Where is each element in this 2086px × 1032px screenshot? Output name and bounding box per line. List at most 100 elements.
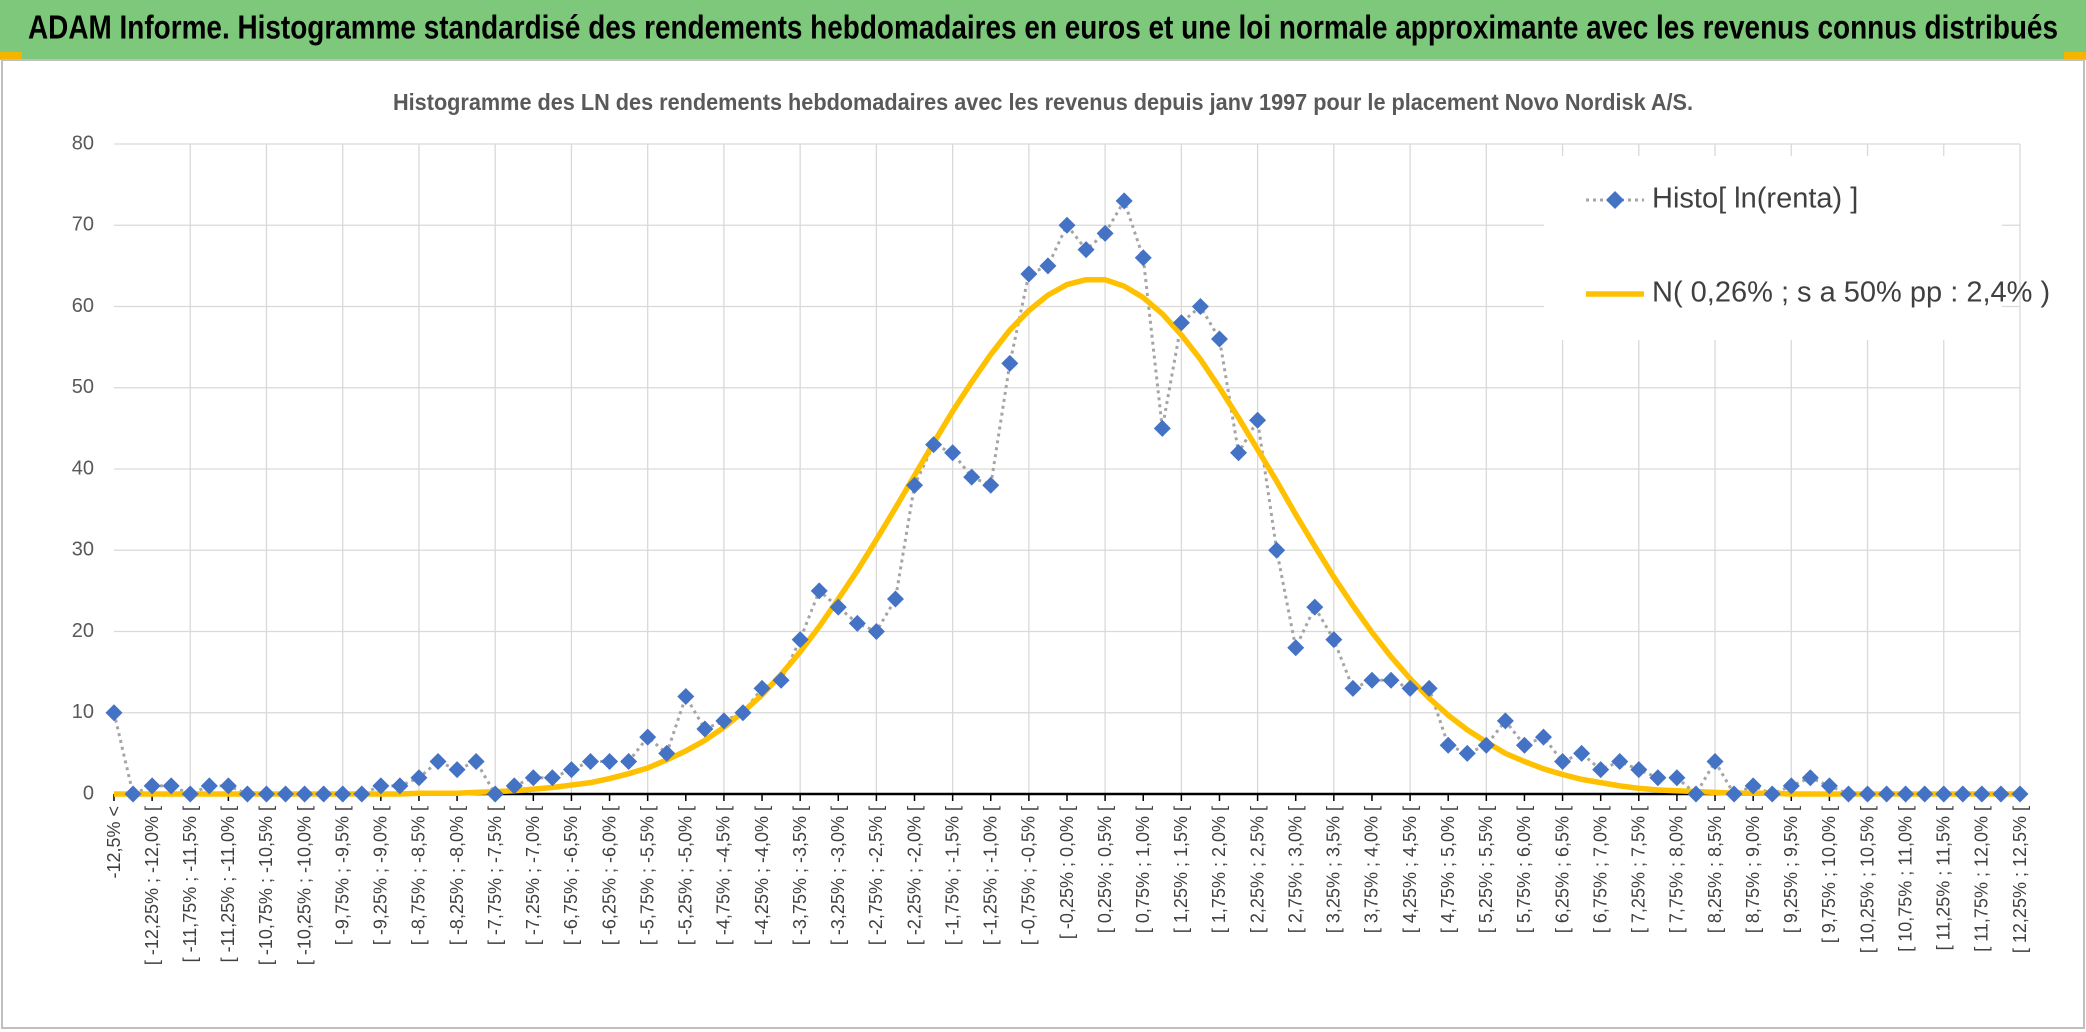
x-tick-label: [ 10,25% ; 10,5% [ <box>1857 806 1877 953</box>
data-point <box>1477 736 1495 754</box>
data-point <box>1535 728 1552 746</box>
x-tick-label: [ 8,25% ; 8,5% [ <box>1705 806 1725 933</box>
x-tick-label: -12,5% < <box>104 806 124 879</box>
data-point <box>448 761 466 779</box>
data-point <box>620 753 638 770</box>
data-point <box>1382 671 1400 689</box>
data-point <box>486 785 504 803</box>
x-tick-label: [ -11,75% ; -11,5% [ <box>180 806 200 962</box>
data-point <box>1325 631 1343 649</box>
x-tick-label: [ 10,75% ; 11,0% [ <box>1895 806 1915 952</box>
x-tick-label: [ 7,75% ; 8,0% [ <box>1667 806 1687 933</box>
data-point <box>734 704 752 722</box>
data-point <box>410 769 428 787</box>
x-tick-label: [ -7,75% ; -7,5% [ <box>485 806 505 945</box>
x-tick-label: [ 8,75% ; 9,0% [ <box>1743 806 1763 933</box>
legend-box <box>1544 156 2002 340</box>
x-tick-label: [ -10,25% ; -10,0% [ <box>294 806 314 965</box>
data-point <box>1992 785 2010 803</box>
x-tick-label: [ -2,75% ; -2,5% [ <box>866 806 886 945</box>
x-tick-label: [ -11,25% ; -11,0% [ <box>218 806 238 962</box>
data-point <box>1458 744 1476 762</box>
data-point <box>429 753 447 770</box>
data-point <box>1782 777 1800 795</box>
x-tick-label: [ -3,25% ; -3,0% [ <box>828 806 848 945</box>
y-tick-label: 70 <box>72 214 94 236</box>
x-tick-label: [ -9,25% ; -9,0% [ <box>371 806 391 945</box>
data-point <box>1744 777 1762 795</box>
data-point <box>1611 753 1629 770</box>
x-tick-label: [ 12,25% ; 12,5% [ <box>2010 806 2030 953</box>
data-point <box>1649 769 1667 787</box>
x-tick-label: [ 0,25% ; 0,5% [ <box>1095 806 1115 933</box>
corner-mark <box>2064 52 2086 60</box>
legend-label: Histo[ ln(renta) ] <box>1652 183 1858 215</box>
data-point <box>867 623 885 640</box>
data-point <box>1973 785 1991 803</box>
data-point <box>1287 639 1305 657</box>
data-point <box>1801 769 1819 787</box>
data-point <box>1763 785 1781 803</box>
x-tick-label: [ 11,75% ; 12,0% [ <box>1972 806 1992 952</box>
x-tick-label: [ -6,75% ; -6,5% [ <box>561 806 581 945</box>
data-point <box>1115 192 1133 210</box>
x-tick-label: [ 2,25% ; 2,5% [ <box>1247 806 1267 933</box>
data-point <box>1573 744 1591 762</box>
x-tick-label: [ 9,25% ; 9,5% [ <box>1781 806 1801 933</box>
x-tick-label: [ -7,25% ; -7,0% [ <box>523 806 543 945</box>
data-point <box>1954 785 1972 803</box>
data-point <box>1420 679 1438 697</box>
data-point <box>467 753 485 770</box>
data-point <box>257 785 275 803</box>
data-point <box>848 614 866 632</box>
data-point <box>372 777 390 795</box>
data-point <box>1268 541 1286 559</box>
data-point <box>391 777 409 795</box>
x-tick-label: [ 4,25% ; 4,5% [ <box>1400 806 1420 933</box>
x-tick-label: [ -4,25% ; -4,0% [ <box>752 806 772 945</box>
data-point <box>1897 785 1915 803</box>
data-point <box>1687 785 1705 803</box>
x-tick-label: [ 5,75% ; 6,0% [ <box>1514 806 1534 933</box>
data-point <box>1496 712 1514 730</box>
x-tick-label: [ 3,25% ; 3,5% [ <box>1324 806 1344 933</box>
data-point <box>1191 298 1209 315</box>
data-point <box>105 704 123 722</box>
data-point <box>1172 314 1190 332</box>
data-point <box>124 785 142 803</box>
data-point <box>1439 736 1457 754</box>
x-tick-label: [ -5,25% ; -5,0% [ <box>676 806 696 945</box>
data-point <box>181 785 199 803</box>
y-tick-label: 0 <box>83 782 94 804</box>
data-point <box>1839 785 1857 803</box>
data-point <box>1077 241 1095 259</box>
x-tick-label: [ 0,75% ; 1,0% [ <box>1133 806 1153 933</box>
data-point <box>829 598 847 616</box>
title-bar <box>0 0 2086 60</box>
data-point <box>200 777 218 795</box>
data-point <box>1249 411 1267 429</box>
data-point <box>1020 265 1038 283</box>
data-point <box>982 476 1000 494</box>
x-tick-label: [ -9,75% ; -9,5% [ <box>332 806 352 945</box>
chart-subtitle: Histogramme des LN des rendements hebdom… <box>393 89 1693 115</box>
data-point <box>944 444 962 462</box>
series-line <box>114 276 2020 797</box>
data-point <box>1668 769 1686 787</box>
y-tick-label: 20 <box>72 620 94 642</box>
x-tick-label: [ -5,75% ; -5,5% [ <box>637 806 657 945</box>
x-tick-label: [ 1,25% ; 1,5% [ <box>1171 806 1191 933</box>
x-tick-label: [ 2,75% ; 3,0% [ <box>1285 806 1305 933</box>
y-tick-label: 30 <box>72 539 94 561</box>
y-tick-label: 10 <box>72 701 94 723</box>
data-point <box>315 785 333 803</box>
data-point <box>1230 444 1248 462</box>
data-point <box>906 476 924 494</box>
x-tick-label: [ -8,25% ; -8,0% [ <box>447 806 467 945</box>
x-tick-label: [ -0,25% ; 0,0% [ <box>1057 806 1077 939</box>
data-point <box>1592 761 1610 779</box>
data-point <box>963 468 981 486</box>
data-point <box>2011 785 2029 803</box>
